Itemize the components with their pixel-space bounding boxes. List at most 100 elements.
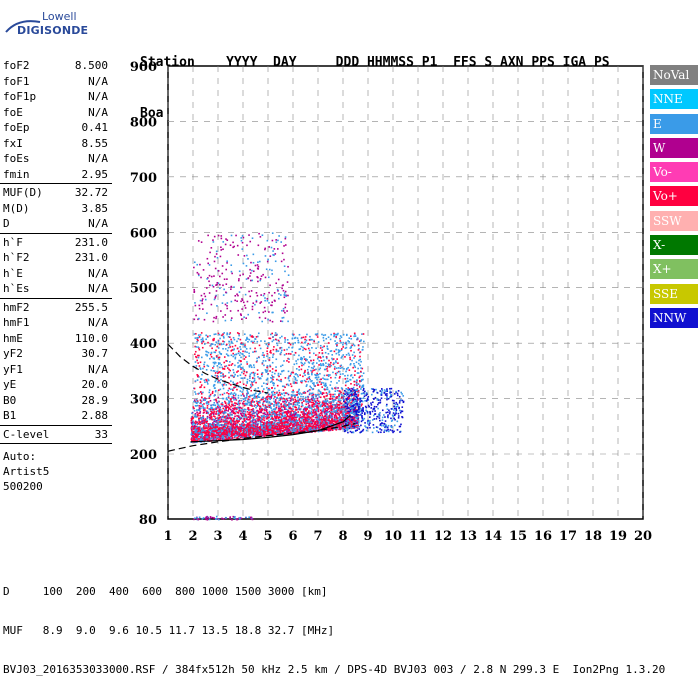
- echo-dot: [228, 347, 230, 349]
- echo-dot: [338, 414, 340, 416]
- echo-dot: [215, 333, 217, 335]
- echo-dot: [221, 411, 223, 413]
- echo-dot: [235, 397, 237, 399]
- echo-dot: [257, 376, 259, 378]
- echo-dot: [245, 421, 247, 423]
- echo-dot: [218, 415, 220, 417]
- echo-dot: [281, 422, 283, 424]
- echo-dot: [200, 339, 202, 341]
- echo-dot: [248, 414, 250, 416]
- echo-dot: [308, 423, 310, 425]
- echo-dot: [248, 427, 250, 429]
- echo-dot: [354, 419, 356, 421]
- echo-dot: [221, 344, 223, 346]
- echo-dot: [280, 425, 282, 427]
- echo-dot: [224, 422, 226, 424]
- echo-dot: [191, 426, 193, 428]
- echo-dot: [307, 413, 309, 415]
- echo-dot: [322, 347, 324, 349]
- echo-dot: [274, 411, 276, 413]
- echo-dot: [240, 352, 242, 354]
- echo-dot: [228, 423, 230, 425]
- echo-dot: [229, 383, 231, 385]
- echo-dot: [318, 415, 320, 417]
- echo-dot: [283, 405, 285, 407]
- echo-dot: [213, 399, 215, 401]
- echo-dot: [222, 348, 224, 350]
- echo-dot: [254, 428, 256, 430]
- echo-dot: [278, 394, 280, 396]
- echo-dot: [204, 399, 206, 401]
- echo-dot: [316, 417, 318, 419]
- echo-dot: [195, 422, 197, 424]
- echo-dot: [207, 407, 209, 409]
- echo-dot: [219, 433, 221, 435]
- echo-dot: [263, 415, 265, 417]
- echo-dot: [263, 360, 265, 362]
- echo-dot: [229, 417, 231, 419]
- echo-dot: [263, 428, 265, 430]
- echo-dot: [286, 349, 288, 351]
- echo-dot: [232, 405, 234, 407]
- echo-dot: [204, 428, 206, 430]
- echo-dot: [260, 407, 262, 409]
- echo-dot: [258, 411, 260, 413]
- echo-dot: [246, 361, 248, 363]
- echo-dot: [248, 435, 250, 437]
- echo-dot: [217, 428, 219, 430]
- echo-dot: [199, 424, 201, 426]
- echo-dot: [219, 429, 221, 431]
- echo-dot: [238, 402, 240, 404]
- echo-dot: [334, 415, 336, 417]
- echo-dot: [211, 425, 213, 427]
- echo-dot: [300, 420, 302, 422]
- echo-dot: [249, 404, 251, 406]
- echo-dot: [329, 374, 331, 376]
- echo-dot: [311, 371, 313, 373]
- echo-dot: [331, 411, 333, 413]
- echo-dot: [233, 372, 235, 374]
- x-tick-label: 18: [584, 529, 602, 544]
- echo-dot: [300, 411, 302, 413]
- echo-dot: [305, 428, 307, 430]
- echo-dot: [199, 415, 201, 417]
- echo-dot: [336, 367, 338, 369]
- echo-dot: [276, 349, 278, 351]
- echo-dot: [333, 336, 335, 338]
- echo-dot: [240, 437, 242, 439]
- echo-dot: [267, 428, 269, 430]
- echo-dot: [251, 424, 253, 426]
- echo-dot: [302, 411, 304, 413]
- echo-dot: [281, 350, 283, 352]
- echo-dot: [341, 419, 343, 421]
- echo-dot: [332, 388, 334, 390]
- echo-dot: [207, 417, 209, 419]
- echo-dot: [266, 418, 268, 420]
- echo-dot: [232, 346, 234, 348]
- echo-dot: [329, 408, 331, 410]
- echo-dot: [294, 417, 296, 419]
- echo-dot: [288, 426, 290, 428]
- echo-dot: [209, 389, 211, 391]
- echo-dot: [279, 394, 281, 396]
- echo-dot: [267, 345, 269, 347]
- echo-dot: [224, 382, 226, 384]
- echo-dot: [246, 363, 248, 365]
- echo-dot: [336, 358, 338, 360]
- echo-dot: [252, 419, 254, 421]
- echo-dot: [216, 371, 218, 373]
- echo-dot: [280, 406, 282, 408]
- echo-dot: [220, 434, 222, 436]
- echo-dot: [208, 408, 210, 410]
- echo-dot: [209, 437, 211, 439]
- echo-dot: [230, 418, 232, 420]
- echo-dot: [213, 402, 215, 404]
- echo-dot: [272, 362, 274, 364]
- echo-dot: [201, 343, 203, 345]
- echo-dot: [227, 410, 229, 412]
- echo-dot: [234, 402, 236, 404]
- echo-dot: [224, 393, 226, 395]
- echo-dot: [350, 350, 352, 352]
- echo-dot: [205, 335, 207, 337]
